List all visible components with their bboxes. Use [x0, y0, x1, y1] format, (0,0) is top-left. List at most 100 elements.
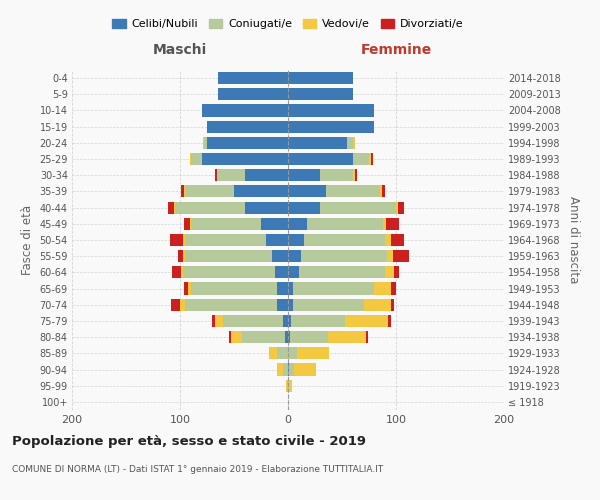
Bar	[261, 218, 288, 230]
Bar	[288, 331, 290, 343]
Bar	[288, 120, 374, 132]
Bar	[202, 153, 288, 165]
Bar	[207, 137, 288, 149]
Bar	[295, 364, 316, 376]
Bar	[385, 234, 391, 246]
Bar	[304, 234, 385, 246]
Bar	[288, 364, 289, 376]
Bar	[364, 298, 391, 311]
Bar	[288, 348, 296, 360]
Bar	[326, 186, 380, 198]
Bar	[180, 298, 185, 311]
Bar	[288, 104, 374, 117]
Y-axis label: Fasce di età: Fasce di età	[21, 205, 34, 275]
Bar	[184, 186, 185, 198]
Bar	[190, 153, 191, 165]
Bar	[191, 282, 277, 294]
Bar	[245, 202, 288, 213]
Bar	[188, 282, 191, 294]
Bar	[215, 315, 223, 327]
Bar	[383, 218, 386, 230]
Bar	[191, 218, 261, 230]
Bar	[175, 202, 245, 213]
Bar	[396, 202, 398, 213]
Bar	[288, 250, 301, 262]
Bar	[289, 364, 295, 376]
Bar	[288, 88, 353, 101]
Bar	[178, 250, 183, 262]
Bar	[181, 266, 183, 278]
Bar	[202, 104, 288, 117]
Bar	[288, 169, 320, 181]
Bar	[184, 218, 190, 230]
Bar	[328, 331, 366, 343]
Bar	[204, 137, 207, 149]
Bar	[366, 331, 368, 343]
Bar	[288, 282, 293, 294]
Bar	[217, 169, 218, 181]
Bar	[288, 266, 299, 278]
Bar	[215, 169, 217, 181]
Bar	[371, 153, 373, 165]
Bar	[283, 315, 288, 327]
Bar	[170, 234, 183, 246]
Legend: Celibi/Nubili, Coniugati/e, Vedovi/e, Divorziati/e: Celibi/Nubili, Coniugati/e, Vedovi/e, Di…	[108, 14, 468, 34]
Bar	[391, 298, 394, 311]
Bar	[288, 315, 291, 327]
Bar	[388, 315, 391, 327]
Bar	[185, 250, 272, 262]
Y-axis label: Anni di nascita: Anni di nascita	[568, 196, 580, 284]
Bar	[286, 380, 287, 392]
Bar	[277, 282, 288, 294]
Bar	[181, 186, 184, 198]
Bar	[190, 218, 191, 230]
Bar	[345, 315, 388, 327]
Bar	[223, 315, 283, 327]
Bar	[353, 137, 355, 149]
Bar	[245, 169, 288, 181]
Bar	[398, 202, 404, 213]
Bar	[229, 331, 231, 343]
Bar	[394, 266, 399, 278]
Bar	[207, 120, 288, 132]
Bar	[290, 331, 328, 343]
Bar	[242, 331, 285, 343]
Bar	[288, 202, 320, 213]
Bar	[218, 169, 245, 181]
Bar	[320, 202, 396, 213]
Bar	[183, 234, 185, 246]
Bar	[231, 331, 242, 343]
Bar	[288, 186, 326, 198]
Bar	[391, 282, 396, 294]
Bar	[277, 348, 288, 360]
Bar	[353, 153, 369, 165]
Bar	[347, 137, 353, 149]
Bar	[288, 137, 347, 149]
Bar	[288, 234, 304, 246]
Bar	[288, 153, 353, 165]
Bar	[185, 234, 266, 246]
Bar	[285, 331, 288, 343]
Bar	[369, 153, 371, 165]
Bar	[293, 282, 374, 294]
Bar	[386, 218, 399, 230]
Bar	[320, 169, 353, 181]
Bar	[272, 250, 288, 262]
Bar	[391, 234, 404, 246]
Bar	[385, 266, 394, 278]
Bar	[191, 153, 202, 165]
Bar	[301, 250, 388, 262]
Bar	[218, 88, 288, 101]
Bar	[173, 202, 175, 213]
Bar	[382, 186, 385, 198]
Bar	[269, 348, 277, 360]
Bar	[296, 348, 329, 360]
Bar	[277, 298, 288, 311]
Bar	[380, 186, 382, 198]
Bar	[183, 266, 275, 278]
Bar	[355, 169, 357, 181]
Bar	[293, 298, 364, 311]
Bar	[172, 266, 181, 278]
Bar	[185, 186, 234, 198]
Bar	[266, 234, 288, 246]
